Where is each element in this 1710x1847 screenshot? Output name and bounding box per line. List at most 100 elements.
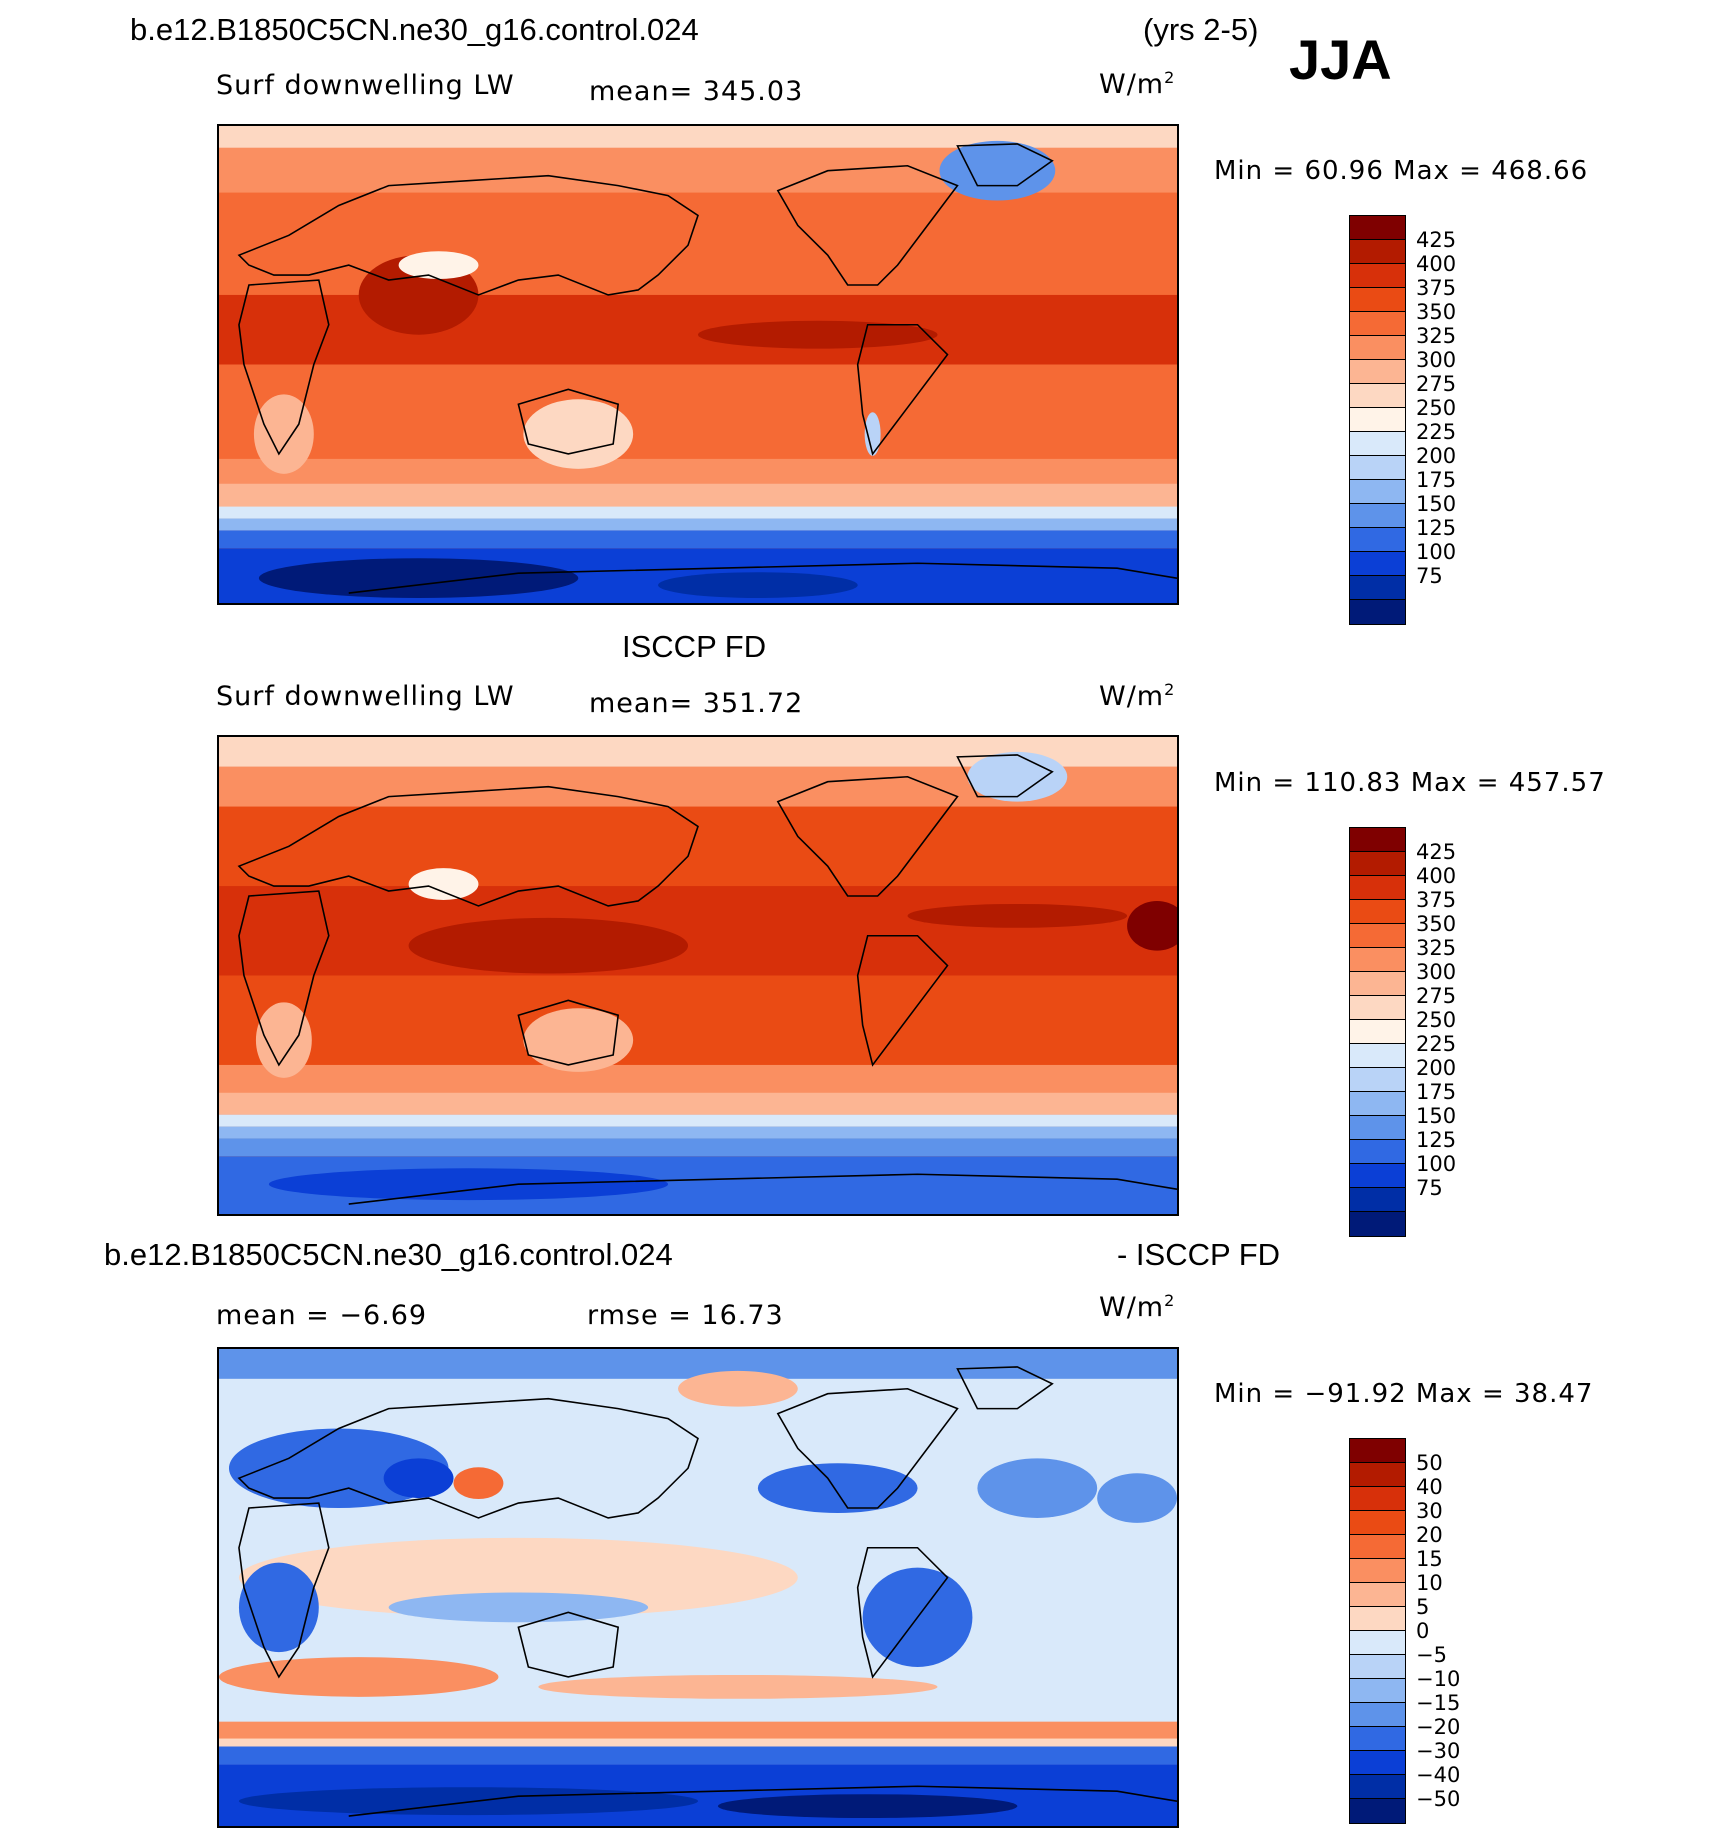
colorbar-label: 375 xyxy=(1416,888,1457,912)
colorbar-swatch xyxy=(1350,1775,1405,1799)
panel2-colorbar xyxy=(1349,827,1406,1237)
colorbar-label: −15 xyxy=(1416,1691,1461,1715)
colorbar-label: 325 xyxy=(1416,324,1457,348)
colorbar-swatch xyxy=(1350,996,1405,1020)
colorbar-swatch xyxy=(1350,1188,1405,1212)
panel3-rmse: rmse = 16.73 xyxy=(587,1300,784,1331)
colorbar-swatch xyxy=(1350,1068,1405,1092)
colorbar-label: 425 xyxy=(1416,840,1457,864)
colorbar-label: 350 xyxy=(1416,912,1457,936)
panel1-units: W/m2 xyxy=(1099,68,1176,100)
colorbar-swatch xyxy=(1350,240,1405,264)
colorbar-swatch xyxy=(1350,600,1405,624)
panel1-variable: Surf downwelling LW xyxy=(216,70,515,101)
panel3-units: W/m2 xyxy=(1099,1291,1176,1323)
colorbar-swatch xyxy=(1350,972,1405,996)
colorbar-label: −20 xyxy=(1416,1715,1461,1739)
coastlines xyxy=(237,1366,1177,1817)
colorbar-label: 75 xyxy=(1416,1176,1443,1200)
colorbar-label: 425 xyxy=(1416,228,1457,252)
colorbar-swatch xyxy=(1350,480,1405,504)
colorbar-swatch xyxy=(1350,948,1405,972)
colorbar-label: 150 xyxy=(1416,1104,1457,1128)
colorbar-swatch xyxy=(1350,1607,1405,1631)
colorbar-label: −40 xyxy=(1416,1763,1461,1787)
colorbar-swatch xyxy=(1350,924,1405,948)
colorbar-label: 0 xyxy=(1416,1619,1430,1643)
colorbar-label: −10 xyxy=(1416,1667,1461,1691)
colorbar-swatch xyxy=(1350,1631,1405,1655)
colorbar-label: 300 xyxy=(1416,960,1457,984)
years-label: (yrs 2-5) xyxy=(1143,12,1259,47)
colorbar-label: 325 xyxy=(1416,936,1457,960)
colorbar-label: 150 xyxy=(1416,492,1457,516)
colorbar-swatch xyxy=(1350,1559,1405,1583)
colorbar-swatch xyxy=(1350,1703,1405,1727)
coastlines xyxy=(237,143,1177,594)
colorbar-label: 300 xyxy=(1416,348,1457,372)
colorbar-swatch xyxy=(1350,852,1405,876)
panel2-mean: mean= 351.72 xyxy=(589,688,804,719)
colorbar-swatch xyxy=(1350,1092,1405,1116)
colorbar-swatch xyxy=(1350,1535,1405,1559)
colorbar-label: 75 xyxy=(1416,564,1443,588)
colorbar-swatch xyxy=(1350,1679,1405,1703)
colorbar-swatch xyxy=(1350,1463,1405,1487)
panel2-units: W/m2 xyxy=(1099,680,1176,712)
colorbar-label: 50 xyxy=(1416,1451,1443,1475)
colorbar-label: 375 xyxy=(1416,276,1457,300)
colorbar-swatch xyxy=(1350,456,1405,480)
colorbar-label: 275 xyxy=(1416,372,1457,396)
colorbar-swatch xyxy=(1350,1044,1405,1068)
colorbar-label: −50 xyxy=(1416,1787,1461,1811)
colorbar-label: 200 xyxy=(1416,444,1457,468)
colorbar-swatch xyxy=(1350,408,1405,432)
colorbar-label: 225 xyxy=(1416,1032,1457,1056)
colorbar-swatch xyxy=(1350,528,1405,552)
colorbar-label: 175 xyxy=(1416,1080,1457,1104)
colorbar-label: 15 xyxy=(1416,1547,1443,1571)
panel2-title: ISCCP FD xyxy=(622,629,767,664)
colorbar-swatch xyxy=(1350,1164,1405,1188)
colorbar-swatch xyxy=(1350,1487,1405,1511)
colorbar-label: 125 xyxy=(1416,516,1457,540)
panel3-map xyxy=(217,1347,1179,1828)
panel2-variable: Surf downwelling LW xyxy=(216,681,515,712)
colorbar-swatch xyxy=(1350,1020,1405,1044)
colorbar-swatch xyxy=(1350,384,1405,408)
colorbar-swatch xyxy=(1350,288,1405,312)
colorbar-label: 5 xyxy=(1416,1595,1430,1619)
colorbar-swatch xyxy=(1350,1116,1405,1140)
colorbar-swatch xyxy=(1350,552,1405,576)
colorbar-label: 250 xyxy=(1416,1008,1457,1032)
colorbar-label: 275 xyxy=(1416,984,1457,1008)
panel1-colorbar xyxy=(1349,215,1406,625)
colorbar-label: 175 xyxy=(1416,468,1457,492)
panel3-mean: mean = −6.69 xyxy=(216,1300,428,1331)
colorbar-label: 10 xyxy=(1416,1571,1443,1595)
season-label: JJA xyxy=(1289,28,1392,91)
colorbar-swatch xyxy=(1350,1439,1405,1463)
colorbar-label: 30 xyxy=(1416,1499,1443,1523)
colorbar-label: 350 xyxy=(1416,300,1457,324)
colorbar-label: −5 xyxy=(1416,1643,1447,1667)
colorbar-swatch xyxy=(1350,360,1405,384)
colorbar-swatch xyxy=(1350,1511,1405,1535)
colorbar-swatch xyxy=(1350,1583,1405,1607)
colorbar-label: 100 xyxy=(1416,540,1457,564)
panel1-mean: mean= 345.03 xyxy=(589,76,804,107)
colorbar-swatch xyxy=(1350,336,1405,360)
colorbar-label: −30 xyxy=(1416,1739,1461,1763)
colorbar-swatch xyxy=(1350,504,1405,528)
colorbar-swatch xyxy=(1350,312,1405,336)
panel3-colorbar xyxy=(1349,1438,1406,1824)
panel3-title-right: - ISCCP FD xyxy=(1117,1237,1281,1272)
panel3-title-left: b.e12.B1850C5CN.ne30_g16.control.024 xyxy=(104,1237,673,1272)
colorbar-swatch xyxy=(1350,1727,1405,1751)
colorbar-swatch xyxy=(1350,900,1405,924)
colorbar-swatch xyxy=(1350,432,1405,456)
colorbar-label: 400 xyxy=(1416,252,1457,276)
colorbar-swatch xyxy=(1350,264,1405,288)
colorbar-swatch xyxy=(1350,1212,1405,1236)
colorbar-label: 200 xyxy=(1416,1056,1457,1080)
